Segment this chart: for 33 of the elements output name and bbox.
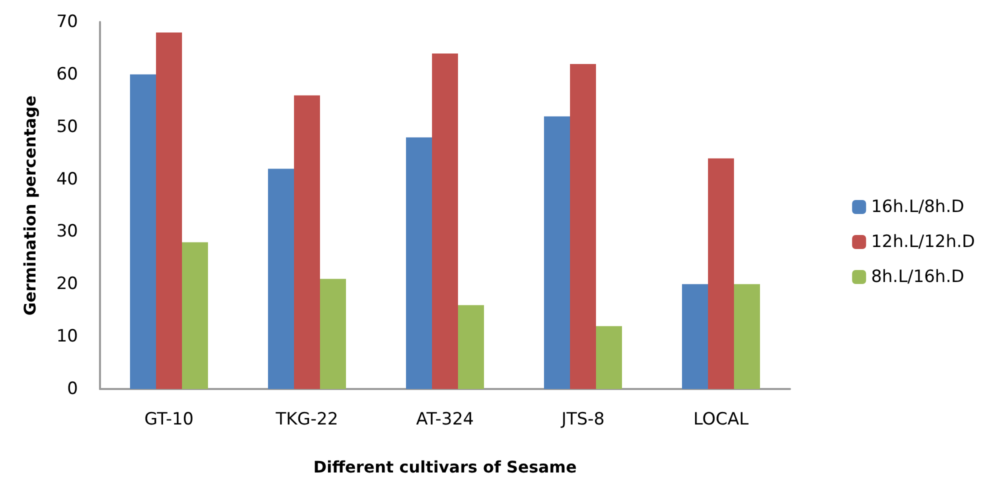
bar	[682, 284, 708, 389]
y-tick-label: 60	[56, 64, 78, 84]
bar	[596, 326, 622, 389]
x-tick-label: LOCAL	[693, 410, 750, 430]
y-tick-label: 50	[56, 116, 78, 137]
bar	[432, 53, 458, 389]
legend-label: 8h.L/16h.D	[871, 267, 964, 287]
bar	[130, 74, 156, 389]
bar	[268, 168, 294, 389]
y-tick-label: 20	[56, 274, 78, 294]
y-axis-title: Germination percentage	[20, 95, 40, 316]
y-tick-label: 70	[56, 12, 78, 32]
legend-label: 16h.L/8h.D	[871, 197, 964, 217]
x-tick-label: AT-324	[416, 410, 474, 430]
y-tick-label: 30	[56, 222, 78, 242]
x-tick-label: JTS-8	[560, 410, 605, 430]
x-tick-label: GT-10	[144, 410, 194, 430]
bar	[708, 158, 734, 389]
y-tick-label: 0	[67, 379, 78, 399]
x-axis-title: Different cultivars of Sesame	[313, 458, 577, 476]
bar	[182, 242, 208, 389]
bar	[156, 32, 182, 389]
bar	[570, 64, 596, 389]
bar	[544, 116, 570, 389]
bar	[294, 95, 320, 389]
bar	[458, 305, 484, 389]
bar	[734, 284, 760, 389]
legend-label: 12h.L/12h.D	[871, 232, 976, 252]
y-tick-label: 40	[56, 169, 78, 190]
x-tick-label: TKG-22	[274, 410, 338, 430]
bar	[406, 137, 432, 389]
y-tick-label: 10	[56, 326, 78, 347]
bar	[320, 278, 346, 389]
